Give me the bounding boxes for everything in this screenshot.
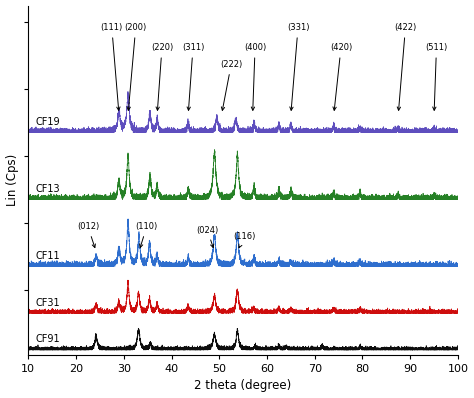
Text: (222): (222) [220, 60, 242, 110]
Text: CF91: CF91 [36, 334, 60, 345]
Text: (116): (116) [233, 232, 255, 248]
Text: (422): (422) [394, 23, 417, 110]
Text: (400): (400) [244, 43, 266, 110]
Text: (311): (311) [182, 43, 204, 110]
Text: (111): (111) [100, 23, 123, 110]
Text: (012): (012) [77, 222, 99, 248]
Y-axis label: Lin (Cps): Lin (Cps) [6, 154, 18, 206]
Text: (200): (200) [125, 23, 147, 110]
X-axis label: 2 theta (degree): 2 theta (degree) [194, 379, 292, 392]
Text: CF19: CF19 [36, 117, 60, 127]
Text: (110): (110) [136, 222, 158, 248]
Text: (331): (331) [287, 23, 309, 110]
Text: (220): (220) [151, 43, 173, 110]
Text: CF13: CF13 [36, 184, 60, 194]
Text: (420): (420) [330, 43, 352, 110]
Text: (511): (511) [425, 43, 447, 110]
Text: CF31: CF31 [36, 298, 60, 308]
Text: (024): (024) [196, 226, 219, 248]
Text: CF11: CF11 [36, 251, 60, 261]
